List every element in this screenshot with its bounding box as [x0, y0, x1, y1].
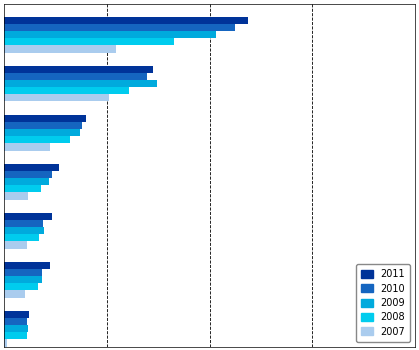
Bar	[4, 178, 49, 185]
Bar	[4, 171, 52, 178]
Bar	[4, 185, 41, 192]
Bar	[4, 213, 52, 220]
Bar	[4, 340, 7, 346]
Bar	[4, 241, 27, 248]
Bar	[4, 234, 39, 241]
Bar	[4, 38, 173, 46]
Bar	[4, 129, 80, 136]
Bar	[4, 46, 116, 52]
Bar	[4, 262, 50, 269]
Bar	[4, 193, 28, 200]
Bar	[4, 332, 27, 340]
Bar	[4, 144, 50, 150]
Bar	[4, 290, 26, 298]
Bar	[4, 311, 28, 318]
Bar	[4, 115, 86, 122]
Bar	[4, 325, 28, 332]
Bar	[4, 87, 129, 95]
Bar	[4, 24, 235, 31]
Bar	[4, 17, 248, 24]
Bar	[4, 122, 83, 129]
Bar	[4, 318, 27, 325]
Bar	[4, 94, 109, 101]
Bar	[4, 164, 59, 171]
Bar	[4, 269, 42, 276]
Legend: 2011, 2010, 2009, 2008, 2007: 2011, 2010, 2009, 2008, 2007	[356, 264, 410, 342]
Bar	[4, 66, 153, 73]
Bar	[4, 276, 42, 283]
Bar	[4, 136, 70, 144]
Bar	[4, 80, 157, 87]
Bar	[4, 31, 216, 38]
Bar	[4, 73, 147, 80]
Bar	[4, 220, 43, 227]
Bar	[4, 227, 44, 234]
Bar	[4, 283, 38, 290]
